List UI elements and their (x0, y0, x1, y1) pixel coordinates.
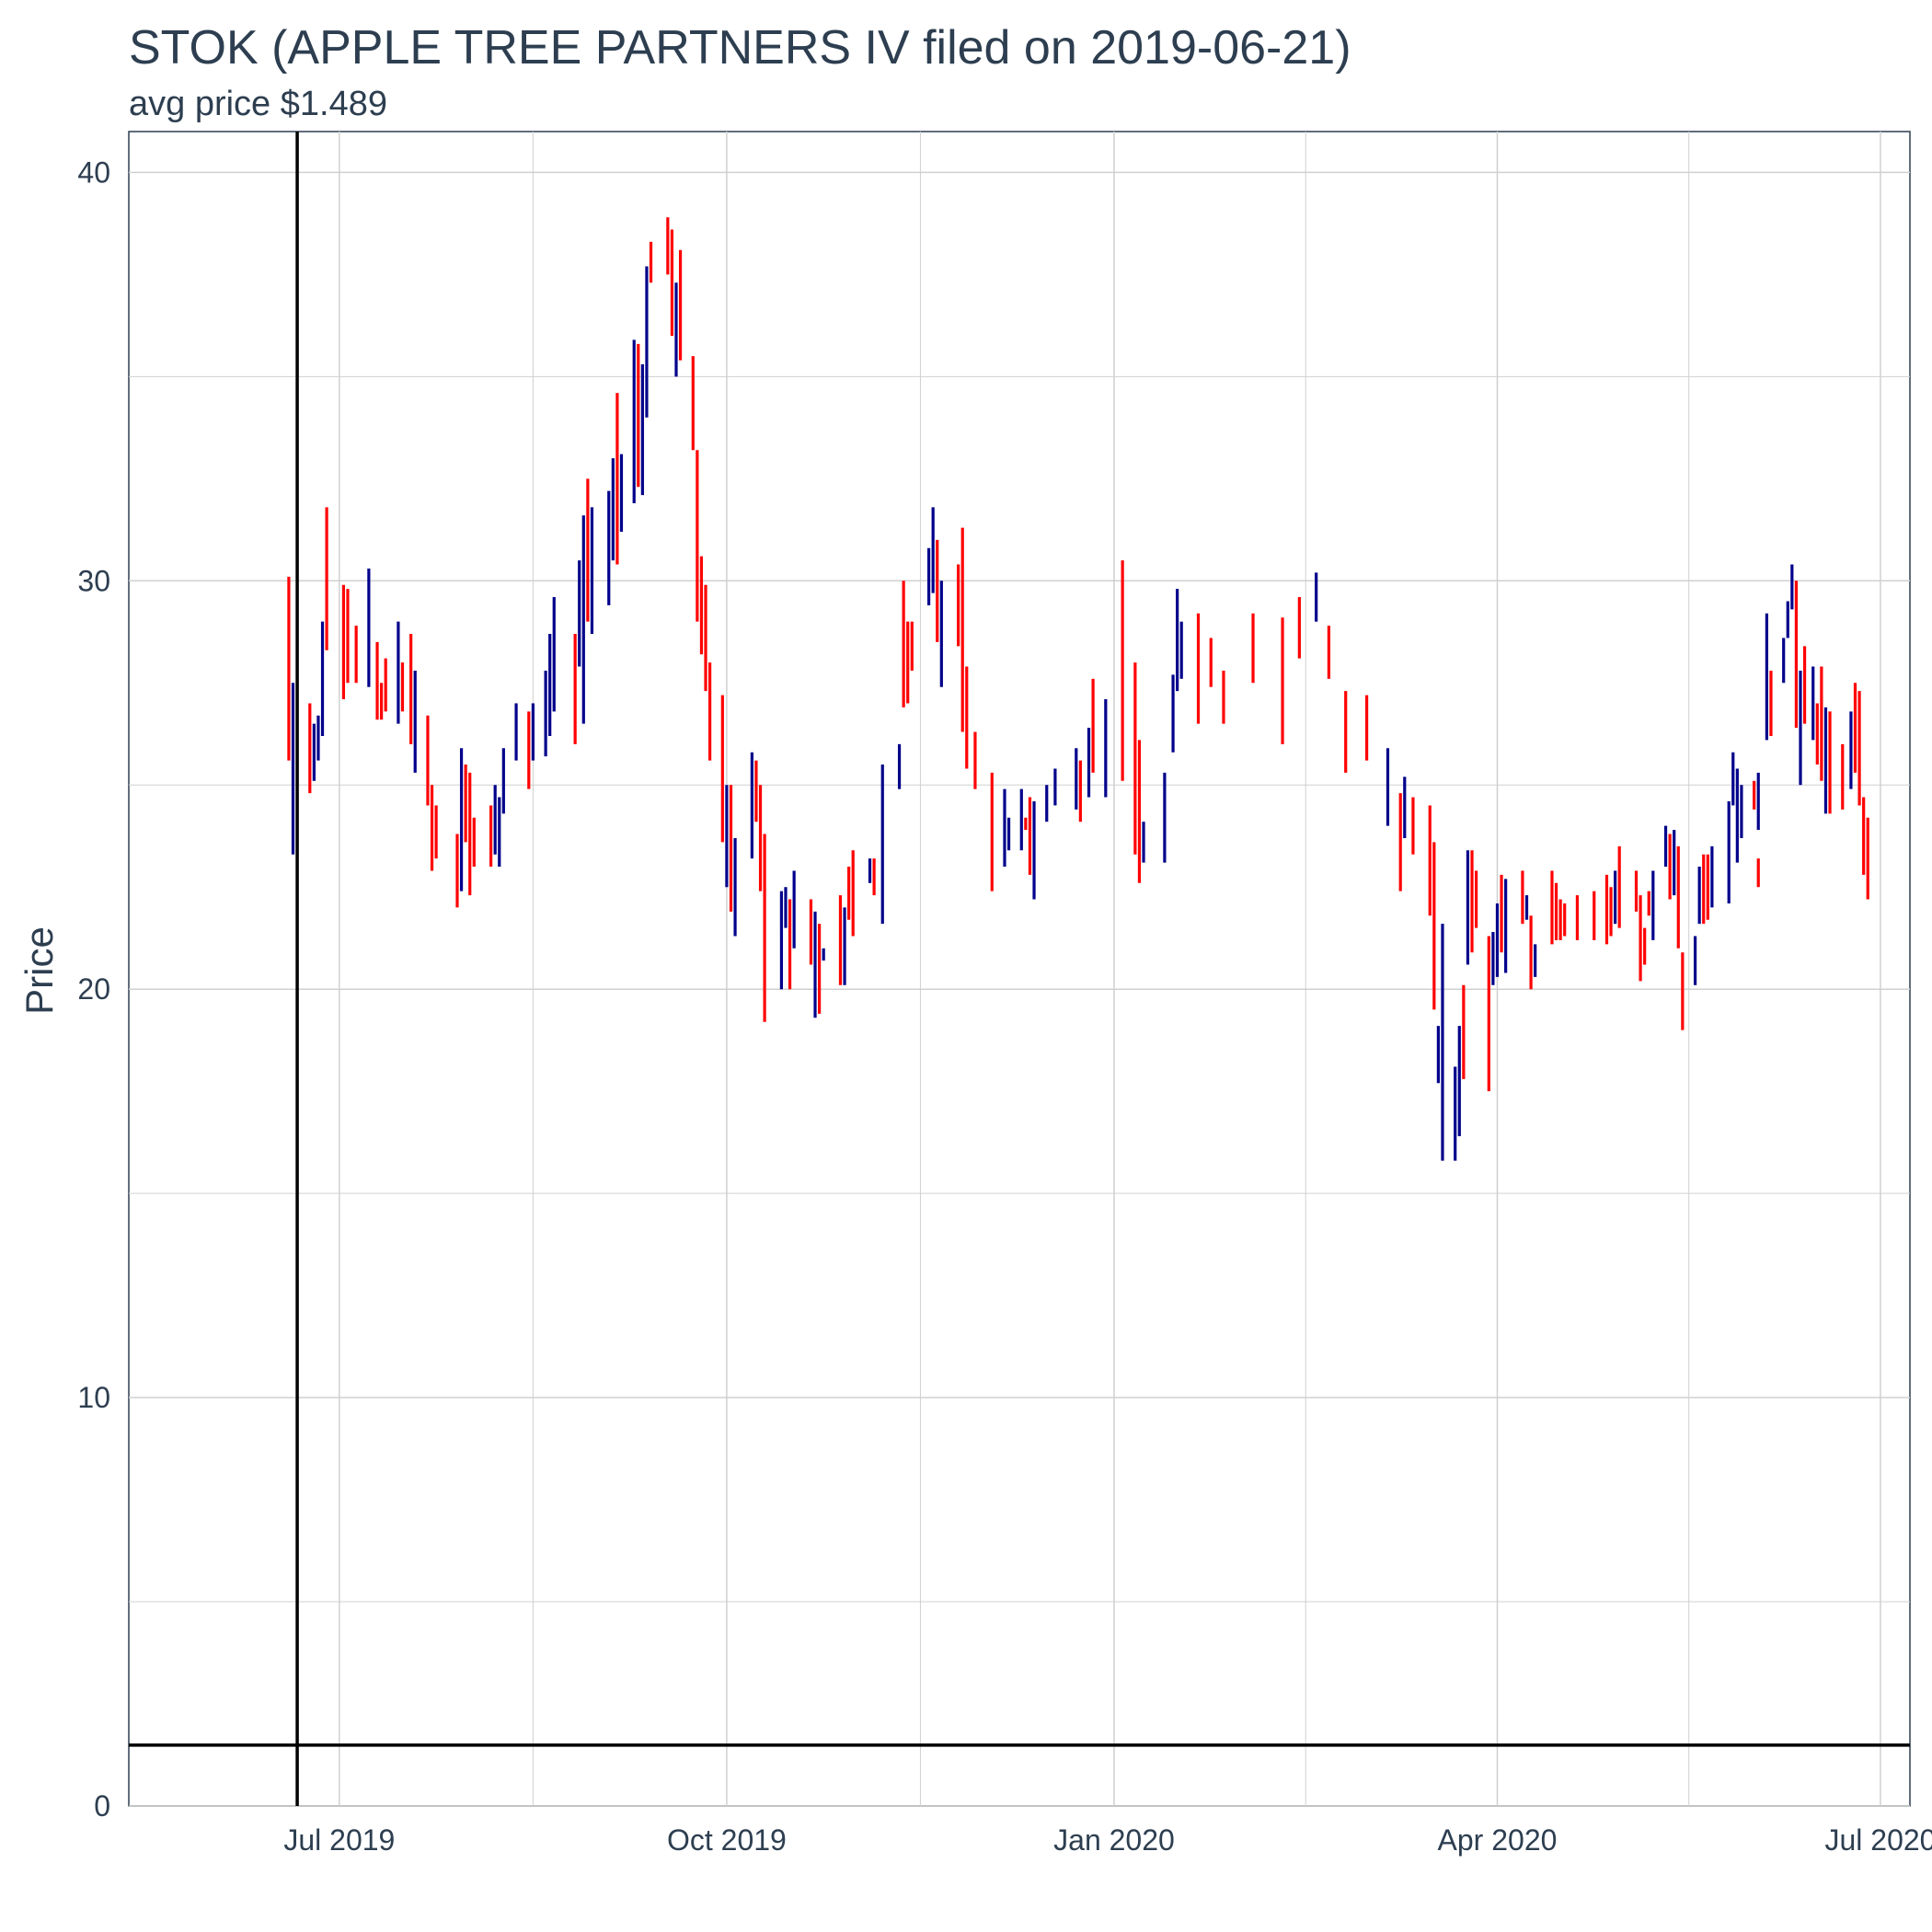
y-tick-label: 10 (77, 1381, 110, 1414)
y-tick-label: 0 (94, 1789, 110, 1823)
reference-lines (129, 132, 1910, 1806)
y-axis-ticks: 0 10 20 30 40 (77, 155, 110, 1823)
x-tick-label: Oct 2019 (667, 1823, 787, 1857)
x-axis-ticks: Jul 2019 Oct 2019 Jan 2020 Apr 2020 Jul 2020 (283, 1823, 1932, 1857)
plot-panel (128, 131, 1911, 1807)
y-tick-label: 20 (77, 972, 110, 1006)
x-tick-label: Jul 2020 (1824, 1823, 1932, 1857)
y-axis-label: Price (17, 926, 61, 1015)
x-tick-label: Apr 2020 (1438, 1823, 1558, 1857)
y-tick-label: 40 (77, 155, 110, 189)
chart-subtitle: avg price $1.489 (129, 85, 387, 123)
price-bars (287, 217, 1869, 1161)
grid-lines (129, 132, 1910, 1807)
x-tick-label: Jan 2020 (1053, 1823, 1175, 1857)
chart-title: STOK (APPLE TREE PARTNERS IV filed on 20… (129, 21, 1351, 75)
y-tick-label: 30 (77, 564, 110, 597)
x-tick-label: Jul 2019 (283, 1823, 395, 1857)
